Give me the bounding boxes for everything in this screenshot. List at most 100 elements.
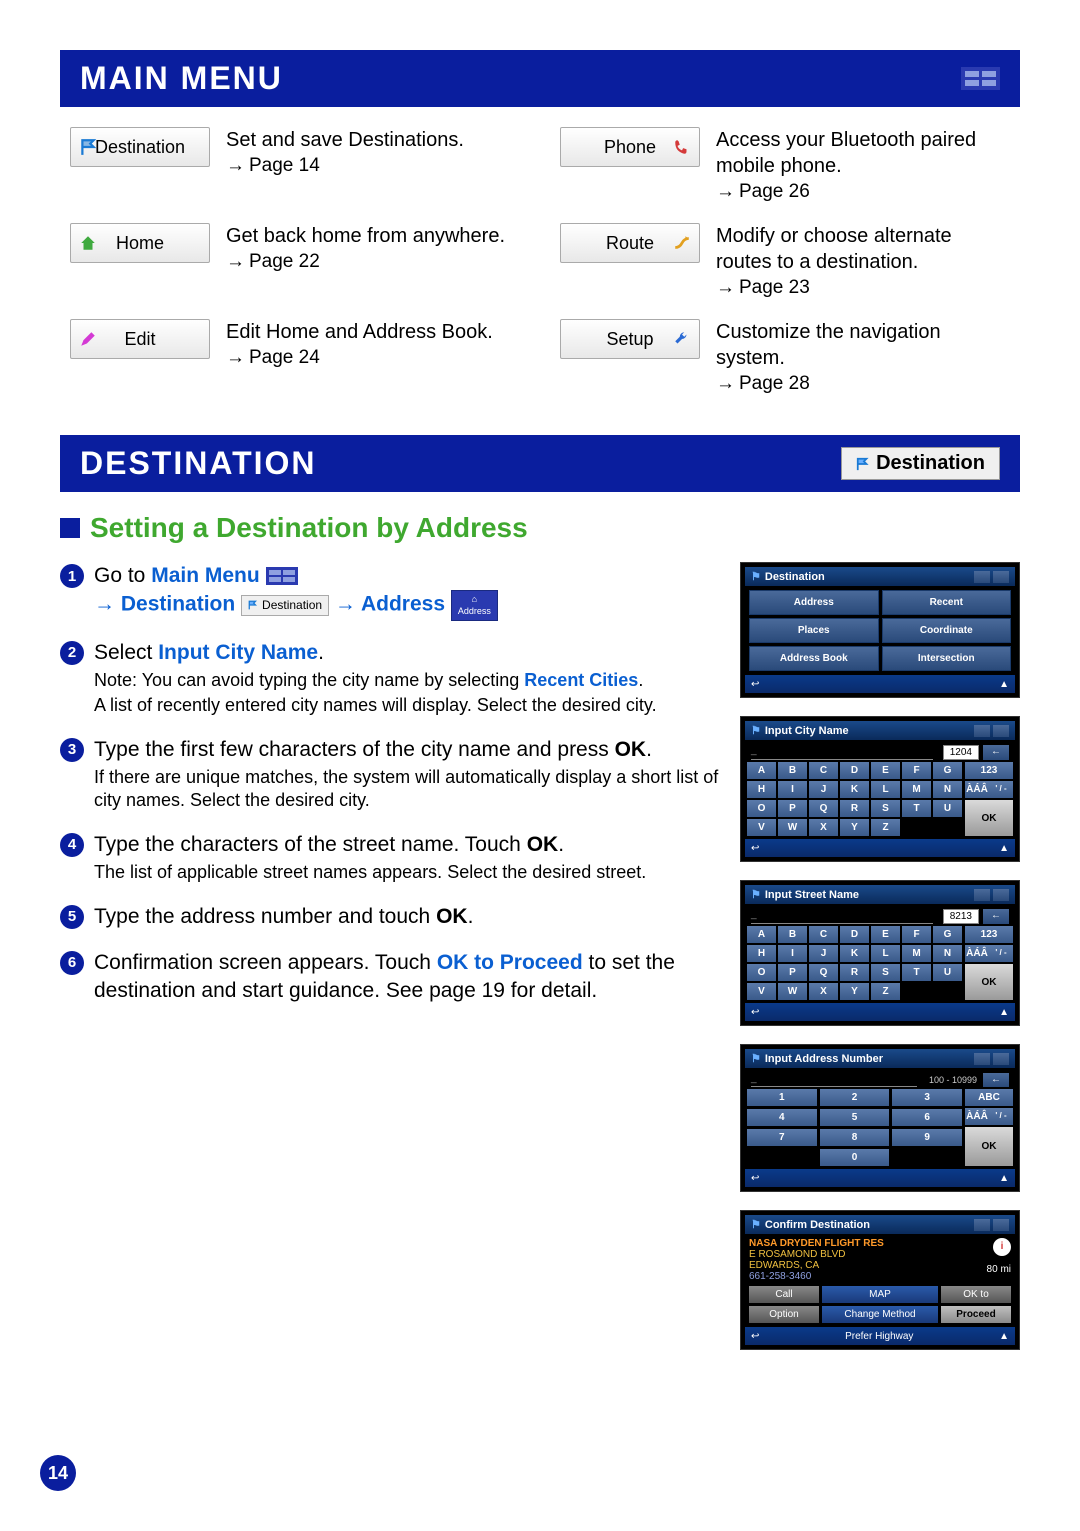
numpad-key[interactable]: 8 — [820, 1129, 890, 1146]
kb-key[interactable]: J — [809, 781, 838, 798]
result-count: 8213 — [943, 909, 979, 924]
kb-key[interactable]: H — [747, 781, 776, 798]
abc-button[interactable]: ABC — [965, 1089, 1013, 1106]
kb-key[interactable]: J — [809, 945, 838, 962]
kb-key[interactable]: G — [933, 926, 962, 943]
kb-key[interactable]: K — [840, 781, 869, 798]
kb-key[interactable]: L — [871, 945, 900, 962]
kb-key[interactable]: C — [809, 762, 838, 779]
ok-button[interactable]: OK — [965, 964, 1013, 1000]
option-button[interactable]: Option — [749, 1306, 819, 1323]
kb-key[interactable]: Q — [809, 800, 838, 817]
call-button[interactable]: Call — [749, 1286, 819, 1303]
kb-accent-button[interactable]: ÀÁÂ' / - — [965, 1108, 1013, 1125]
dest-menu-cell[interactable]: Intersection — [882, 646, 1012, 671]
kb-key[interactable]: S — [871, 964, 900, 981]
kb-accent-button[interactable]: ÀÁÂ' / - — [965, 781, 1013, 798]
kb-key[interactable]: M — [902, 945, 931, 962]
kb-key[interactable]: N — [933, 945, 962, 962]
dest-menu-cell[interactable]: Address Book — [749, 646, 879, 671]
kb-key[interactable]: S — [871, 800, 900, 817]
kb-123-button[interactable]: 123 — [965, 926, 1013, 943]
kb-key[interactable]: E — [871, 762, 900, 779]
step-highlight: Address — [361, 593, 445, 616]
ok-button[interactable]: OK — [965, 800, 1013, 836]
kb-key[interactable]: U — [933, 800, 962, 817]
kb-key[interactable]: A — [747, 762, 776, 779]
kb-key[interactable]: B — [778, 762, 807, 779]
kb-key[interactable]: E — [871, 926, 900, 943]
setup-button[interactable]: Setup — [560, 319, 700, 359]
kb-key[interactable]: W — [778, 983, 807, 1000]
kb-key[interactable]: T — [902, 964, 931, 981]
kb-key[interactable]: V — [747, 983, 776, 1000]
kb-key[interactable]: I — [778, 945, 807, 962]
kb-key[interactable]: O — [747, 964, 776, 981]
numpad-key[interactable]: 6 — [892, 1109, 962, 1126]
map-button[interactable]: MAP — [822, 1286, 938, 1303]
kb-key[interactable]: L — [871, 781, 900, 798]
kb-key[interactable]: F — [902, 926, 931, 943]
kb-key[interactable]: Q — [809, 964, 838, 981]
kb-key[interactable]: N — [933, 781, 962, 798]
kb-key[interactable]: I — [778, 781, 807, 798]
dest-menu-cell[interactable]: Address — [749, 590, 879, 615]
page-reference: → Page 23 — [716, 277, 810, 299]
step-bullet: 4 — [60, 833, 84, 857]
numpad-key[interactable]: 4 — [747, 1109, 817, 1126]
backspace-button[interactable]: ← — [983, 745, 1009, 760]
numpad-key[interactable]: 1 — [747, 1089, 817, 1106]
kb-key[interactable]: P — [778, 800, 807, 817]
kb-accent-button[interactable]: ÀÁÂ' / - — [965, 945, 1013, 962]
kb-key[interactable]: R — [840, 800, 869, 817]
dest-menu-cell[interactable]: Recent — [882, 590, 1012, 615]
kb-key[interactable]: P — [778, 964, 807, 981]
step-bullet: 1 — [60, 564, 84, 588]
change-method-button[interactable]: Change Method — [822, 1306, 938, 1323]
kb-key[interactable]: M — [902, 781, 931, 798]
edit-button[interactable]: Edit — [70, 319, 210, 359]
numpad-key[interactable]: 9 — [892, 1129, 962, 1146]
kb-key[interactable]: D — [840, 926, 869, 943]
numpad-key[interactable]: 2 — [820, 1089, 890, 1106]
result-count: 1204 — [943, 745, 979, 760]
kb-key[interactable]: G — [933, 762, 962, 779]
kb-key[interactable]: B — [778, 926, 807, 943]
phone-button[interactable]: Phone — [560, 127, 700, 167]
kb-key[interactable]: H — [747, 945, 776, 962]
kb-key[interactable]: X — [809, 819, 838, 836]
kb-key[interactable]: W — [778, 819, 807, 836]
dest-menu-cell[interactable]: Coordinate — [882, 618, 1012, 643]
ok-button[interactable]: OK — [965, 1127, 1013, 1166]
kb-key[interactable]: Z — [871, 819, 900, 836]
kb-key[interactable]: V — [747, 819, 776, 836]
kb-key[interactable]: Y — [840, 819, 869, 836]
destination-header-button[interactable]: Destination — [841, 447, 1000, 480]
numpad-key[interactable]: 0 — [820, 1149, 890, 1166]
kb-key[interactable]: U — [933, 964, 962, 981]
kb-key[interactable]: F — [902, 762, 931, 779]
proceed-button[interactable]: Proceed — [941, 1306, 1011, 1323]
backspace-button[interactable]: ← — [983, 1073, 1009, 1087]
kb-key[interactable]: A — [747, 926, 776, 943]
numpad-key[interactable]: 7 — [747, 1129, 817, 1146]
numpad-key[interactable]: 5 — [820, 1109, 890, 1126]
kb-key[interactable]: R — [840, 964, 869, 981]
kb-key[interactable]: O — [747, 800, 776, 817]
kb-key[interactable]: C — [809, 926, 838, 943]
kb-key[interactable]: Z — [871, 983, 900, 1000]
route-button[interactable]: Route — [560, 223, 700, 263]
kb-key[interactable]: D — [840, 762, 869, 779]
kb-key[interactable]: X — [809, 983, 838, 1000]
numpad-key[interactable]: 3 — [892, 1089, 962, 1106]
kb-123-button[interactable]: 123 — [965, 762, 1013, 779]
dest-menu-cell[interactable]: Places — [749, 618, 879, 643]
info-icon[interactable]: i — [993, 1238, 1011, 1256]
backspace-button[interactable]: ← — [983, 909, 1009, 924]
destination-button[interactable]: Destination — [70, 127, 210, 167]
kb-key[interactable]: Y — [840, 983, 869, 1000]
kb-key[interactable]: T — [902, 800, 931, 817]
home-button[interactable]: Home — [70, 223, 210, 263]
screen-input-number: ⚑Input Address Number _100 - 10999← 1234… — [740, 1044, 1020, 1192]
kb-key[interactable]: K — [840, 945, 869, 962]
